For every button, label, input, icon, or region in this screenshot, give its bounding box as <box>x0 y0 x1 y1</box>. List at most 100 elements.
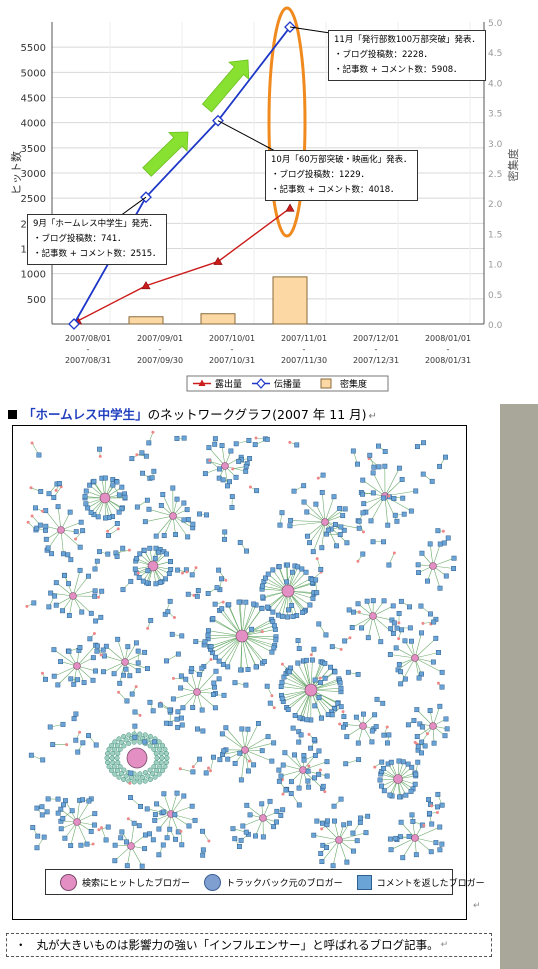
blogger-node <box>230 826 236 832</box>
blogger-node <box>86 733 92 739</box>
blogger-node <box>80 528 86 534</box>
ring-node <box>147 734 153 740</box>
link-node <box>209 658 213 662</box>
blogger-node <box>324 759 330 765</box>
blogger-node <box>276 778 282 784</box>
y-right-tick-label: 1.5 <box>488 230 502 240</box>
blogger-node <box>147 545 153 551</box>
blogger-node <box>295 638 301 644</box>
blogger-node <box>428 849 434 855</box>
link-node <box>179 829 183 833</box>
hub-node <box>73 818 81 826</box>
blogger-node <box>288 791 294 796</box>
blogger-node <box>95 514 101 520</box>
ring-node <box>145 773 151 779</box>
y-right-tick-label: 4.5 <box>488 49 502 59</box>
blogger-node <box>117 680 123 686</box>
callout-october-line-1: 10月「60万部突破・映画化」発表． <box>271 155 412 165</box>
blogger-node <box>150 708 156 714</box>
blogger-node <box>245 667 251 672</box>
blogger-node <box>172 812 178 818</box>
blogger-node <box>147 699 153 705</box>
blogger-node <box>244 802 250 808</box>
blogger-node <box>433 635 439 641</box>
ring-node <box>110 759 116 765</box>
blogger-node <box>393 645 399 651</box>
blogger-node <box>354 838 360 844</box>
blogger-node <box>312 677 318 683</box>
blogger-node <box>40 757 46 763</box>
blogger-node <box>51 647 57 653</box>
ring-node <box>150 771 156 777</box>
blogger-node <box>51 673 57 679</box>
blogger-node <box>431 619 437 625</box>
hub-node <box>99 492 111 504</box>
blogger-node <box>62 798 68 804</box>
blogger-node <box>427 810 432 816</box>
legend-search-hit: 検索にヒットしたブロガー <box>60 873 190 891</box>
blogger-node <box>299 566 305 572</box>
link-node <box>185 570 189 574</box>
ring-node <box>142 778 148 784</box>
link-node <box>74 537 78 541</box>
blogger-node <box>388 626 394 632</box>
legend-density-label: 密集度 <box>340 378 367 390</box>
blogger-node <box>77 645 83 650</box>
blogger-node <box>185 517 191 522</box>
blogger-node <box>37 522 43 528</box>
blogger-node <box>273 637 279 643</box>
blogger-node <box>415 562 421 568</box>
blogger-node <box>220 661 226 667</box>
blogger-node <box>190 521 196 527</box>
blogger-node <box>133 640 139 646</box>
blogger-node <box>82 494 88 499</box>
blogger-node <box>337 532 343 537</box>
legend-exposure-label: 露出量 <box>215 378 242 390</box>
blogger-node <box>243 463 249 469</box>
blogger-node <box>296 646 302 651</box>
callout-november-line-2: ・ブログ投稿数：2228． <box>334 50 433 60</box>
link-node <box>192 593 196 597</box>
ring-node <box>123 737 129 743</box>
ring-node <box>108 768 114 774</box>
return-mark: ↵ <box>368 411 377 422</box>
blogger-node <box>377 777 383 783</box>
blogger-node <box>407 604 412 610</box>
blogger-node <box>322 660 328 666</box>
blogger-node <box>304 533 310 539</box>
blogger-node <box>419 750 424 756</box>
blogger-node <box>288 517 294 523</box>
blogger-node <box>179 633 185 639</box>
blogger-node <box>194 593 200 599</box>
blogger-node <box>183 676 189 682</box>
blogger-node <box>212 705 218 711</box>
blogger-node <box>413 488 419 494</box>
blogger-node <box>365 813 371 819</box>
x-tick-label: 2007/11/30 <box>281 356 327 365</box>
blogger-node <box>87 636 93 642</box>
blogger-node <box>237 750 243 756</box>
blogger-node <box>279 510 285 516</box>
blogger-node <box>30 825 36 830</box>
y-right-tick-label: 2.5 <box>488 170 502 180</box>
blogger-node <box>310 595 316 601</box>
blogger-node <box>236 599 242 605</box>
blogger-node <box>278 813 284 818</box>
blogger-node <box>99 588 105 594</box>
density-swatch <box>320 378 332 389</box>
blogger-node <box>225 756 231 762</box>
blogger-node <box>381 539 386 545</box>
blogger-node <box>123 666 129 672</box>
blogger-node <box>341 724 346 730</box>
blogger-node <box>233 441 239 447</box>
blogger-node <box>144 497 150 503</box>
blogger-node <box>219 443 225 448</box>
exposure-point <box>213 256 223 265</box>
blogger-node <box>97 549 102 555</box>
ring-node <box>108 742 114 748</box>
blogger-node <box>112 858 118 864</box>
blogger-node <box>53 602 59 608</box>
ring-node <box>114 755 120 761</box>
blogger-node <box>232 836 238 842</box>
blogger-node <box>216 658 222 664</box>
